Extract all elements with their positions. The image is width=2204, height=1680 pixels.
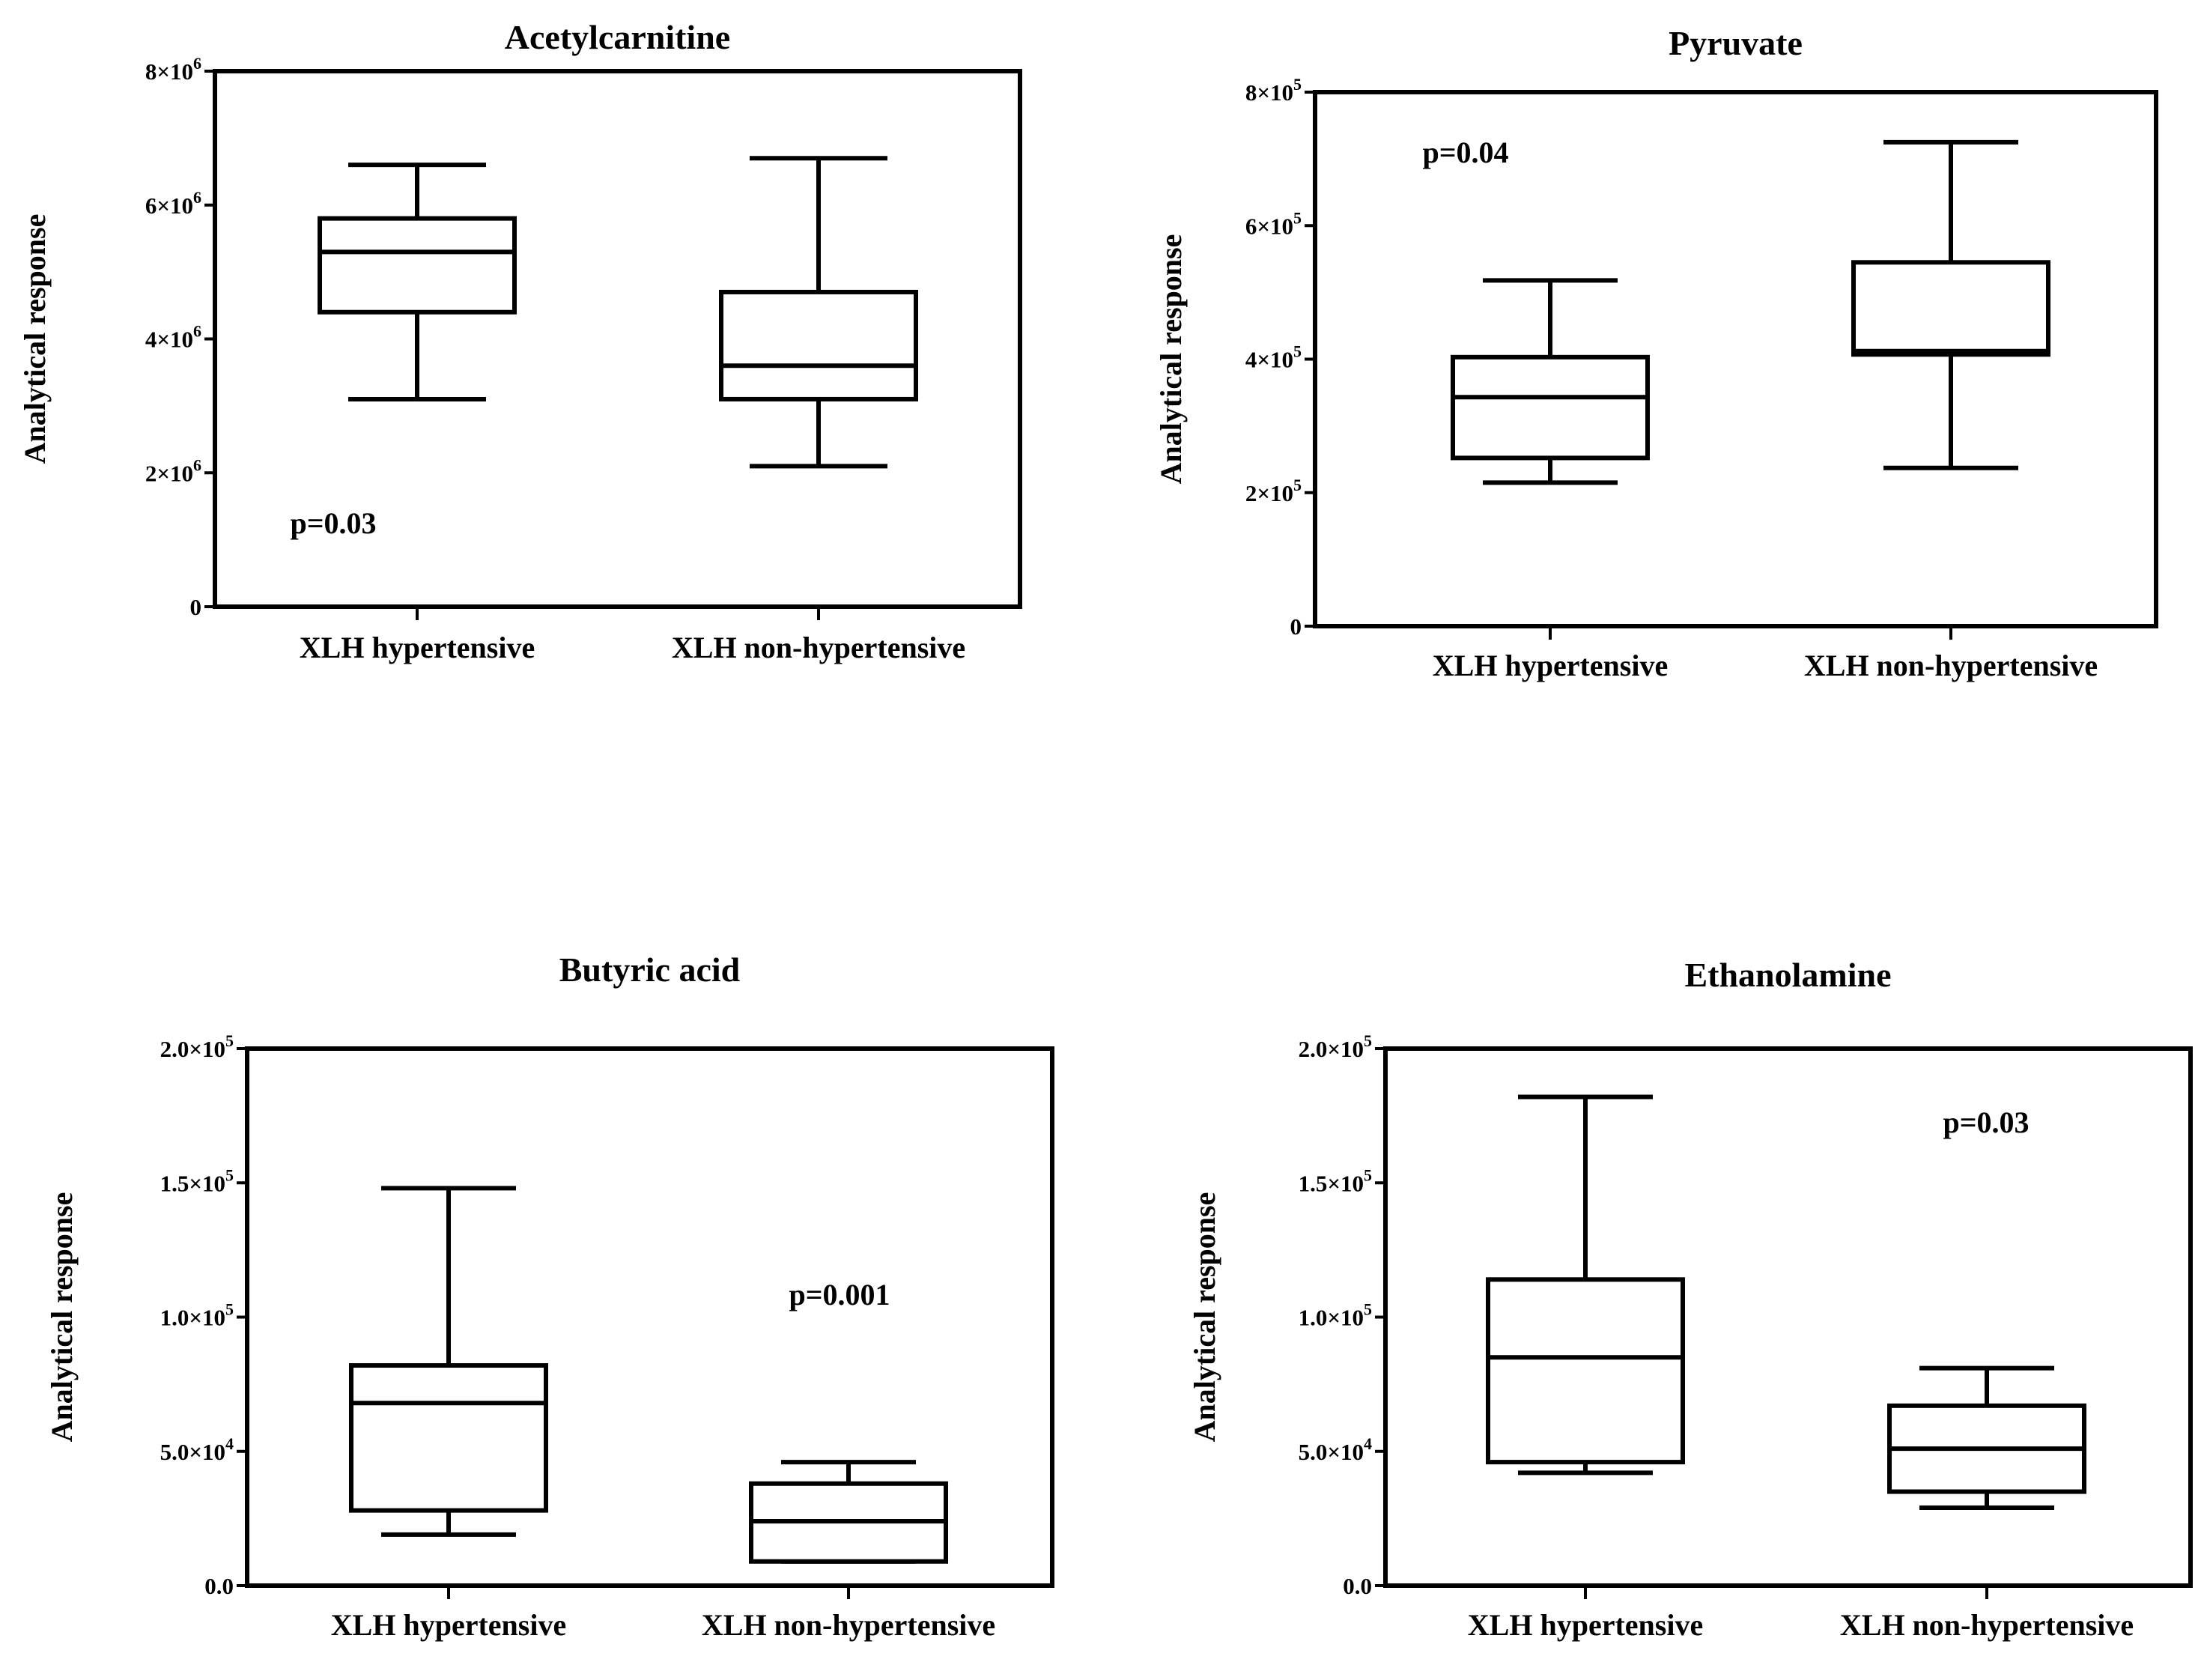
p-value-annotation: p=0.03 [290,506,376,540]
p-value-annotation: p=0.04 [1422,136,1508,169]
y-tick-label: 6×105 [1245,208,1302,239]
iqr-box [719,289,918,401]
chart-panel-2: Pyruvate Analytical response 0 2×105 4×105 6×… [1154,24,2158,682]
x-category-label: XLH hypertensive [300,631,535,664]
y-tick-label: 0.0 [1343,1573,1372,1599]
x-category-label: XLH non-hypertensive [1804,649,2098,682]
y-axis-label: Analytical response [45,1192,79,1443]
iqr-box [349,1363,548,1513]
box-series-1: XLH hypertensive [300,163,535,664]
y-axis-label: Analytical response [1154,234,1188,485]
box-series-1: XLH hypertensive [331,1186,566,1642]
y-tick-label: 1.0×105 [160,1300,234,1331]
box-series-2: XLH non-hypertensive [702,1460,995,1642]
chart-panel-1: Acetylcarnitine Analytical response 0 2×106… [18,18,1022,664]
box-series-1: XLH hypertensive [1433,278,1668,682]
y-tick-label: 0 [1290,613,1302,640]
x-category-label: XLH non-hypertensive [1840,1608,2134,1642]
x-category-label: XLH non-hypertensive [672,631,965,664]
y-tick-label: 4×105 [1245,342,1302,373]
chart-title: Ethanolamine [1684,956,1891,994]
chart-panel-4: Ethanolamine Analytical response 0.0 5.0×10… [1188,956,2193,1642]
chart-panel-3: Butyric acid Analytical response 0.0 5.0×10… [45,950,1054,1642]
y-tick-label: 1.5×105 [160,1165,234,1196]
y-tick-label: 5.0×104 [160,1434,234,1465]
chart-title: Butyric acid [559,950,741,989]
box-series-2: XLH non-hypertensive [672,156,965,664]
y-tick-label: 1.5×105 [1299,1165,1372,1196]
y-tick-label: 2×105 [1245,476,1302,506]
y-axis-label: Analytical response [18,214,52,464]
y-tick-label: 2.0×105 [160,1031,234,1062]
y-tick-label: 8×106 [145,54,201,85]
x-category-label: XLH hypertensive [1468,1608,1703,1642]
y-tick-label: 5.0×104 [1299,1434,1372,1465]
iqr-box [318,216,517,315]
x-category-label: XLH hypertensive [331,1608,566,1642]
iqr-box [1486,1277,1685,1465]
y-tick-label: 8×105 [1245,75,1302,106]
p-value-annotation: p=0.03 [1943,1106,2029,1139]
iqr-box [1451,354,1650,461]
y-tick-label: 0 [190,594,202,620]
chart-title: Pyruvate [1669,24,1803,62]
box-series-2: XLH non-hypertensive [1840,1365,2134,1642]
x-category-label: XLH non-hypertensive [702,1608,995,1642]
chart-title: Acetylcarnitine [505,18,730,56]
iqr-box [1851,260,2050,357]
y-tick-label: 2×106 [145,455,201,486]
y-tick-label: 0.0 [204,1573,234,1599]
y-tick-label: 2.0×105 [1299,1031,1372,1062]
y-tick-label: 4×106 [145,322,201,353]
box-series-2: XLH non-hypertensive [1804,139,2098,682]
y-axis-label: Analytical response [1188,1192,1221,1443]
plot-frame [1313,90,2158,628]
box-series-1: XLH hypertensive [1468,1094,1703,1642]
x-category-label: XLH hypertensive [1433,649,1668,682]
y-tick-label: 6×106 [145,188,201,219]
y-tick-label: 1.0×105 [1299,1300,1372,1331]
p-value-annotation: p=0.001 [789,1278,890,1311]
